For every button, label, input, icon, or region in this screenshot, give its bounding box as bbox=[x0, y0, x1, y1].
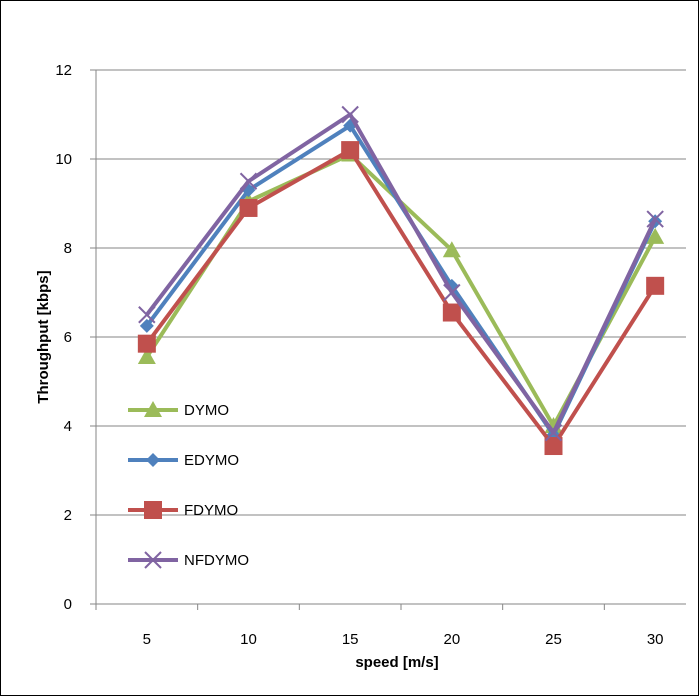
y-tick-label: 4 bbox=[64, 418, 72, 435]
y-tick-label: 10 bbox=[55, 151, 72, 168]
x-tick-label: 15 bbox=[342, 631, 359, 648]
series-line bbox=[145, 148, 657, 449]
data-point bbox=[138, 306, 156, 324]
data-point bbox=[443, 283, 461, 302]
x-axis-title: speed [m/s] bbox=[355, 654, 438, 671]
data-point bbox=[137, 334, 156, 353]
series-fdymo bbox=[137, 141, 665, 456]
series-edymo bbox=[139, 118, 663, 442]
legend-label: EDYMO bbox=[184, 452, 239, 469]
x-tick-labels: 5 10 15 20 25 30 bbox=[143, 631, 664, 648]
data-point bbox=[442, 241, 461, 258]
legend-label: DYMO bbox=[184, 402, 229, 419]
data-point bbox=[646, 210, 664, 228]
legend-label: FDYMO bbox=[184, 502, 238, 519]
series-line bbox=[145, 123, 657, 437]
y-tick-label: 2 bbox=[64, 507, 72, 524]
y-tick-label: 6 bbox=[64, 329, 72, 346]
x-tick-label: 30 bbox=[647, 631, 664, 648]
data-point bbox=[646, 276, 665, 295]
series-nfdymo bbox=[138, 105, 664, 442]
legend-item-nfdymo: NFDYMO bbox=[128, 551, 249, 569]
legend-marker bbox=[144, 551, 162, 569]
data-point bbox=[239, 172, 258, 190]
legend-item-dymo: DYMO bbox=[128, 401, 229, 419]
data-point bbox=[646, 227, 665, 244]
series-dymo bbox=[137, 145, 665, 433]
y-tick-label: 0 bbox=[64, 596, 72, 613]
data-point bbox=[139, 318, 154, 333]
legend-marker bbox=[146, 453, 160, 467]
x-tick-label: 20 bbox=[443, 631, 460, 648]
data-point bbox=[239, 198, 258, 217]
data-point bbox=[544, 423, 563, 442]
x-tick-label: 10 bbox=[240, 631, 257, 648]
legend-marker bbox=[144, 401, 162, 417]
y-tick-label: 12 bbox=[55, 62, 72, 79]
legend-item-edymo: EDYMO bbox=[128, 452, 239, 469]
gridlines bbox=[90, 69, 686, 610]
data-point bbox=[341, 141, 360, 160]
series-line bbox=[145, 112, 657, 435]
y-axis-title: Throughput [kbps] bbox=[35, 270, 52, 403]
data-point bbox=[341, 105, 359, 124]
legend-item-fdymo: FDYMO bbox=[128, 501, 238, 519]
legend: DYMO EDYMO FDYMO NFDYMO bbox=[128, 401, 249, 569]
legend-label: NFDYMO bbox=[184, 552, 249, 569]
data-point bbox=[544, 437, 563, 456]
x-tick-label: 5 bbox=[143, 631, 151, 648]
data-point bbox=[137, 348, 156, 365]
y-tick-label: 8 bbox=[64, 240, 72, 257]
legend-marker bbox=[144, 501, 162, 519]
y-tick-labels: 0 2 4 6 8 10 12 bbox=[55, 62, 72, 613]
x-tick-label: 25 bbox=[545, 631, 562, 648]
data-point bbox=[442, 303, 461, 322]
series-lines bbox=[137, 105, 665, 456]
